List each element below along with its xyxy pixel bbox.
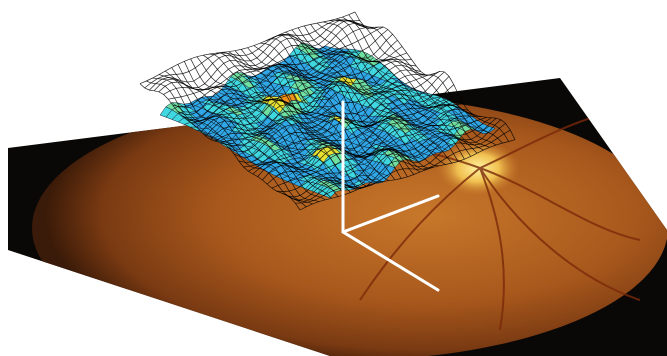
wire-line <box>266 38 427 170</box>
wire-line <box>252 104 468 175</box>
vessel <box>479 167 641 241</box>
wire-line <box>354 11 516 140</box>
wire-line <box>243 94 459 168</box>
axes <box>341 100 440 292</box>
wire-line <box>272 34 433 169</box>
wire-line <box>299 139 516 211</box>
wire-line <box>219 72 436 143</box>
wire-line <box>291 29 453 164</box>
wire-line <box>304 25 465 160</box>
axis-y <box>341 194 440 234</box>
wire-line <box>229 71 445 153</box>
surface-mesh <box>139 11 516 211</box>
wire-line <box>224 71 440 147</box>
wire-line <box>271 116 487 189</box>
vessel <box>479 167 505 331</box>
wire-line <box>276 117 492 192</box>
wire-line <box>310 24 471 157</box>
wire-line <box>260 42 421 173</box>
wire-line <box>290 123 506 202</box>
wire-line <box>266 115 483 185</box>
vessel <box>359 167 481 301</box>
wire-line <box>285 119 502 201</box>
vessel <box>479 167 641 301</box>
wire-line <box>279 34 440 167</box>
wire-line <box>316 22 478 154</box>
wire-line <box>281 117 497 198</box>
wire-line <box>238 84 455 163</box>
wire-line <box>285 31 446 165</box>
wire-line <box>329 20 490 148</box>
wire-line <box>295 129 511 204</box>
wire-line <box>335 18 497 146</box>
axis-x <box>341 230 440 292</box>
wire-line <box>297 27 459 162</box>
wire-line <box>342 16 503 144</box>
wire-line <box>248 103 464 172</box>
wire-line <box>323 21 484 151</box>
wire-line <box>257 105 473 177</box>
